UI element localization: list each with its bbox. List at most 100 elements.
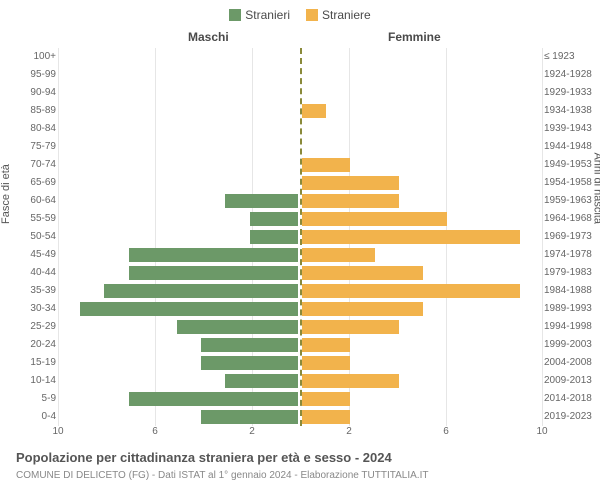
female-bar: [302, 248, 375, 262]
age-label: 35-39: [16, 285, 56, 296]
female-bar: [302, 284, 520, 298]
pyramid-row: 85-891934-1938: [58, 102, 542, 120]
female-bar: [302, 230, 520, 244]
pyramid-row: 5-92014-2018: [58, 390, 542, 408]
female-bar: [302, 194, 399, 208]
female-bar: [302, 392, 350, 406]
age-label: 65-69: [16, 177, 56, 188]
male-bar: [225, 374, 298, 388]
y-axis-label-left: Fasce di età: [0, 164, 12, 224]
birth-year-label: 1939-1943: [544, 123, 600, 134]
age-label: 75-79: [16, 141, 56, 152]
birth-year-label: 2004-2008: [544, 357, 600, 368]
birth-year-label: 1964-1968: [544, 213, 600, 224]
birth-year-label: 1969-1973: [544, 231, 600, 242]
female-bar: [302, 302, 423, 316]
pyramid-row: 90-941929-1933: [58, 84, 542, 102]
female-bar: [302, 410, 350, 424]
female-bar: [302, 104, 326, 118]
legend-swatch-male: [229, 9, 241, 21]
male-bar: [129, 248, 298, 262]
x-tick: 6: [152, 426, 158, 437]
age-label: 50-54: [16, 231, 56, 242]
age-label: 85-89: [16, 105, 56, 116]
header-female: Femmine: [388, 30, 441, 44]
age-label: 30-34: [16, 303, 56, 314]
pyramid-row: 70-741949-1953: [58, 156, 542, 174]
pyramid-row: 0-42019-2023: [58, 408, 542, 426]
birth-year-label: 1949-1953: [544, 159, 600, 170]
pyramid-row: 75-791944-1948: [58, 138, 542, 156]
female-bar: [302, 212, 447, 226]
pyramid-row: 15-192004-2008: [58, 354, 542, 372]
legend: Stranieri Straniere: [8, 8, 592, 22]
pyramid-row: 30-341989-1993: [58, 300, 542, 318]
male-bar: [201, 356, 298, 370]
pyramid-row: 95-991924-1928: [58, 66, 542, 84]
pyramid-row: 100+≤ 1923: [58, 48, 542, 66]
male-bar: [177, 320, 298, 334]
pyramid-row: 45-491974-1978: [58, 246, 542, 264]
birth-year-label: 1924-1928: [544, 69, 600, 80]
birth-year-label: 1989-1993: [544, 303, 600, 314]
birth-year-label: 2019-2023: [544, 411, 600, 422]
x-tick: 2: [249, 426, 255, 437]
male-bar: [201, 410, 298, 424]
male-bar: [129, 266, 298, 280]
female-bar: [302, 176, 399, 190]
pyramid-row: 50-541969-1973: [58, 228, 542, 246]
age-label: 70-74: [16, 159, 56, 170]
birth-year-label: 1974-1978: [544, 249, 600, 260]
birth-year-label: 1994-1998: [544, 321, 600, 332]
chart-subtitle: COMUNE DI DELICETO (FG) - Dati ISTAT al …: [16, 470, 428, 481]
age-label: 10-14: [16, 375, 56, 386]
female-bar: [302, 320, 399, 334]
chart-title: Popolazione per cittadinanza straniera p…: [16, 450, 392, 465]
age-label: 15-19: [16, 357, 56, 368]
age-label: 90-94: [16, 87, 56, 98]
female-bar: [302, 356, 350, 370]
birth-year-label: 2014-2018: [544, 393, 600, 404]
x-tick: 2: [346, 426, 352, 437]
age-label: 45-49: [16, 249, 56, 260]
birth-year-label: 1929-1933: [544, 87, 600, 98]
age-label: 95-99: [16, 69, 56, 80]
birth-year-label: ≤ 1923: [544, 51, 600, 62]
legend-item-male: Stranieri: [229, 8, 290, 22]
pyramid-row: 65-691954-1958: [58, 174, 542, 192]
x-tick: 10: [52, 426, 63, 437]
male-bar: [225, 194, 298, 208]
age-label: 5-9: [16, 393, 56, 404]
male-bar: [201, 338, 298, 352]
female-bar: [302, 374, 399, 388]
female-bar: [302, 338, 350, 352]
age-label: 20-24: [16, 339, 56, 350]
population-pyramid-chart: Stranieri Straniere Maschi Femmine Fasce…: [8, 8, 592, 492]
grid-line: [542, 48, 543, 426]
female-bar: [302, 266, 423, 280]
pyramid-row: 35-391984-1988: [58, 282, 542, 300]
header-male: Maschi: [188, 30, 229, 44]
male-bar: [104, 284, 298, 298]
age-label: 80-84: [16, 123, 56, 134]
legend-label-male: Stranieri: [245, 8, 290, 22]
male-bar: [250, 230, 298, 244]
birth-year-label: 2009-2013: [544, 375, 600, 386]
legend-swatch-female: [306, 9, 318, 21]
birth-year-label: 1979-1983: [544, 267, 600, 278]
pyramid-row: 25-291994-1998: [58, 318, 542, 336]
legend-item-female: Straniere: [306, 8, 371, 22]
male-bar: [250, 212, 298, 226]
birth-year-label: 1984-1988: [544, 285, 600, 296]
x-tick: 10: [536, 426, 547, 437]
pyramid-row: 55-591964-1968: [58, 210, 542, 228]
birth-year-label: 1959-1963: [544, 195, 600, 206]
birth-year-label: 1934-1938: [544, 105, 600, 116]
birth-year-label: 1944-1948: [544, 141, 600, 152]
birth-year-label: 1954-1958: [544, 177, 600, 188]
age-label: 60-64: [16, 195, 56, 206]
birth-year-label: 1999-2003: [544, 339, 600, 350]
age-label: 40-44: [16, 267, 56, 278]
legend-label-female: Straniere: [322, 8, 371, 22]
age-label: 55-59: [16, 213, 56, 224]
